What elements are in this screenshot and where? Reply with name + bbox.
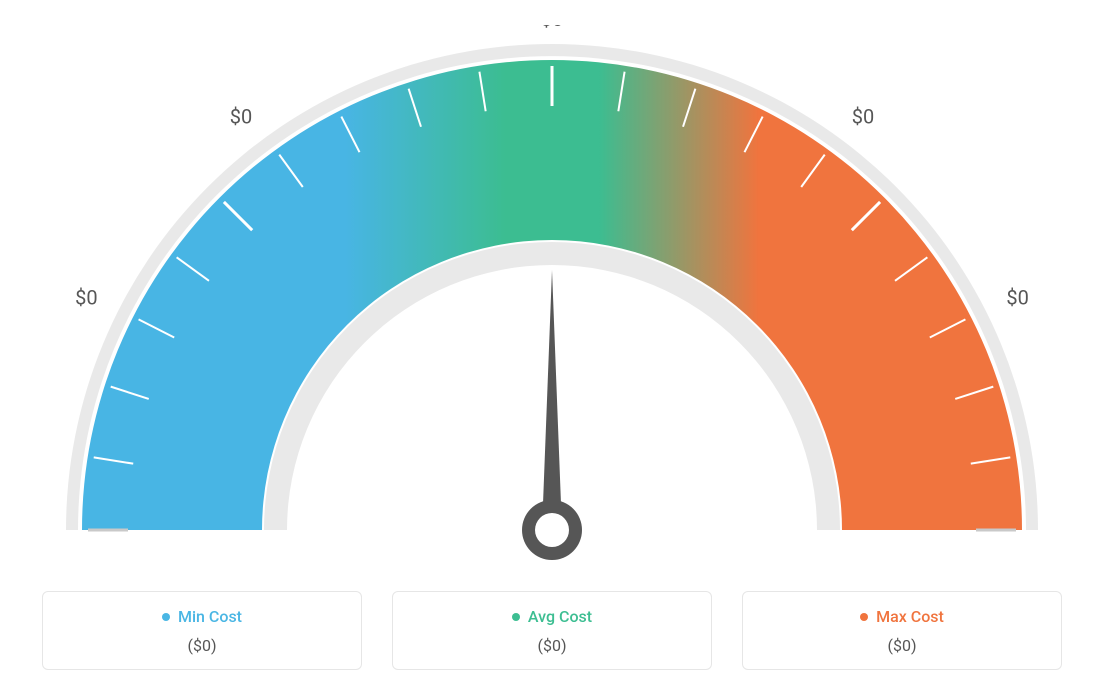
dot-icon — [860, 613, 868, 621]
legend-label-avg: Avg Cost — [512, 607, 592, 626]
svg-text:$0: $0 — [75, 285, 97, 309]
legend-box-avg: Avg Cost ($0) — [392, 591, 712, 671]
legend-value-min: ($0) — [43, 636, 361, 655]
legend-value-max: ($0) — [743, 636, 1061, 655]
svg-text:$0: $0 — [230, 104, 252, 128]
svg-text:$0: $0 — [1006, 285, 1028, 309]
gauge-chart: $0$0$0$0$0$0$0 — [42, 25, 1062, 565]
svg-text:$0: $0 — [541, 25, 563, 31]
legend-label-min: Min Cost — [162, 607, 242, 626]
legend-value-avg: ($0) — [393, 636, 711, 655]
legend-text-avg: Avg Cost — [528, 607, 592, 626]
legend-label-max: Max Cost — [860, 607, 944, 626]
legend-box-max: Max Cost ($0) — [742, 591, 1062, 671]
dot-icon — [162, 613, 170, 621]
legend-text-min: Min Cost — [178, 607, 242, 626]
dot-icon — [512, 613, 520, 621]
svg-text:$0: $0 — [852, 104, 874, 128]
legend-box-min: Min Cost ($0) — [42, 591, 362, 671]
legend-text-max: Max Cost — [876, 607, 944, 626]
legend-row: Min Cost ($0) Avg Cost ($0) Max Cost ($0… — [42, 591, 1062, 671]
